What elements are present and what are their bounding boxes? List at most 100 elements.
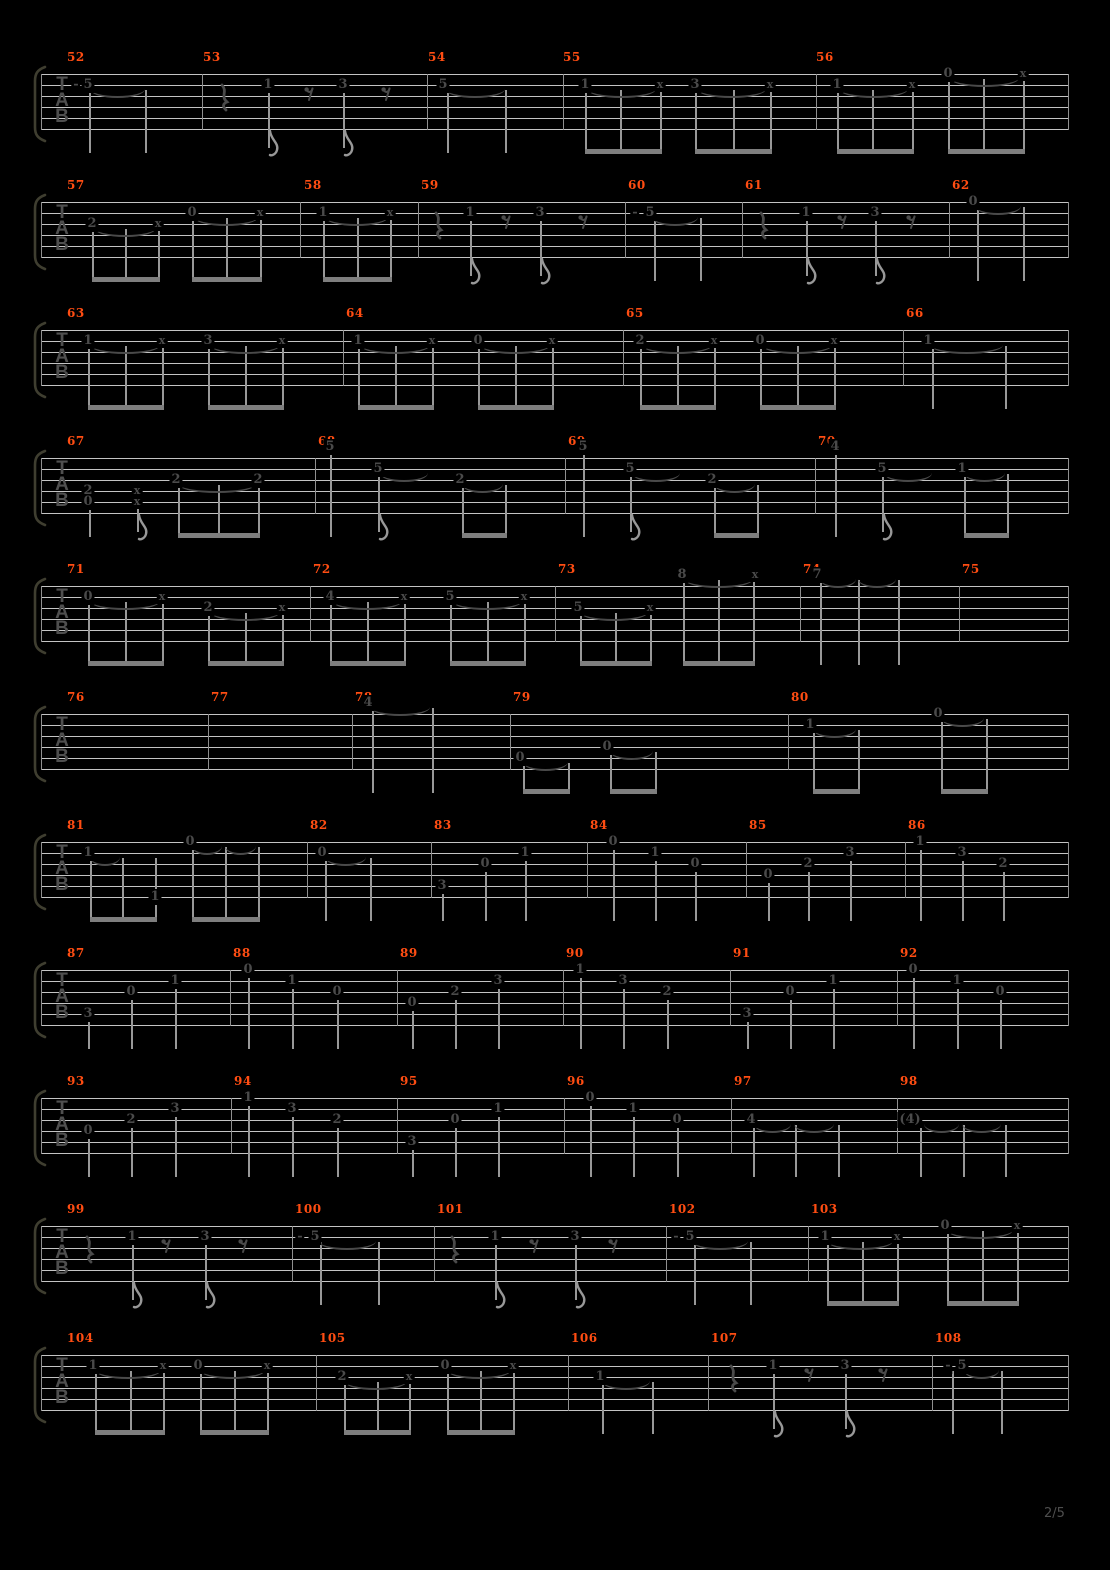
stem <box>450 602 452 666</box>
stem <box>320 1242 322 1305</box>
barline <box>666 1226 667 1282</box>
fret-number: 0 <box>906 962 920 978</box>
measure-number: 61 <box>745 178 763 192</box>
tie <box>210 612 280 621</box>
tab-clef-letter: T <box>56 458 68 479</box>
stem <box>455 997 457 1049</box>
stem <box>330 452 332 537</box>
stem <box>580 613 582 666</box>
staff-line <box>41 630 1068 631</box>
fret-number: (4) <box>897 1112 923 1128</box>
staff-line <box>41 107 1068 108</box>
eighth-rest-icon <box>608 1239 618 1253</box>
stem <box>630 474 632 532</box>
measure-number: 73 <box>558 562 576 576</box>
dead-note: x <box>384 206 396 220</box>
beam <box>462 533 507 538</box>
fret-number: 7 <box>810 567 824 583</box>
staff-line <box>41 1109 1068 1110</box>
dead-note: x <box>261 1359 273 1373</box>
staff-line <box>41 597 1068 598</box>
stem <box>640 346 642 410</box>
system-bracket-icon <box>33 321 47 399</box>
tie <box>924 1124 959 1133</box>
beam <box>208 405 284 410</box>
stem <box>835 452 837 537</box>
staff-line <box>41 992 1068 993</box>
beam <box>192 917 260 922</box>
stem <box>192 218 194 282</box>
measure-number: 94 <box>234 1074 252 1088</box>
measure-number: 83 <box>434 818 452 832</box>
stem <box>677 1125 679 1177</box>
barline <box>1068 714 1069 770</box>
dead-note: x <box>426 334 438 348</box>
eighth-flag-icon <box>378 513 389 541</box>
stem <box>260 218 262 282</box>
staff-line <box>41 1355 1068 1356</box>
beam <box>580 661 652 666</box>
tie <box>652 217 698 226</box>
barline <box>1068 458 1069 514</box>
tab-clef-letter: A <box>55 986 69 1007</box>
stem <box>358 346 360 410</box>
fret-number: 1 <box>578 77 592 93</box>
staff-line <box>41 374 1068 375</box>
tie <box>447 1370 511 1379</box>
barline <box>202 74 203 130</box>
stem <box>770 90 772 154</box>
stem <box>623 986 625 1049</box>
barline <box>815 458 816 514</box>
fret-number: 5 <box>875 461 889 477</box>
tie-dash: - <box>630 205 640 221</box>
stem <box>122 858 124 922</box>
stem <box>760 346 762 410</box>
fret-number: 5 <box>576 439 590 455</box>
stem <box>192 847 194 922</box>
eighth-flag-icon <box>470 257 481 285</box>
fret-number: 2 <box>996 856 1010 872</box>
tie <box>90 345 160 354</box>
fret-number: 3 <box>740 1006 754 1022</box>
dead-note: x <box>644 601 656 615</box>
measure-number: 82 <box>310 818 328 832</box>
stem <box>200 1371 202 1435</box>
stem <box>524 602 526 666</box>
stem <box>462 485 464 538</box>
tab-clef-letter: B <box>55 234 69 255</box>
staff-line <box>41 864 1068 865</box>
stem <box>447 1371 449 1435</box>
dead-note: x <box>1011 1219 1023 1233</box>
dead-note: x <box>891 1230 903 1244</box>
stem <box>162 346 164 410</box>
measure-number: 77 <box>211 690 229 704</box>
staff-line <box>41 1248 1068 1249</box>
stem <box>226 218 228 282</box>
fret-number: 4 <box>744 1112 758 1128</box>
tie <box>178 484 256 493</box>
stem <box>163 1371 165 1435</box>
barline <box>41 458 42 514</box>
beam <box>585 149 662 154</box>
stem <box>808 869 810 921</box>
barline <box>905 842 906 898</box>
fret-number: 3 <box>285 1101 299 1117</box>
measure-number: 72 <box>313 562 331 576</box>
measure-number: 92 <box>900 946 918 960</box>
staff-line <box>41 1142 1068 1143</box>
stem <box>487 602 489 666</box>
stem <box>947 1231 949 1306</box>
system-bracket-icon <box>33 65 47 143</box>
system-bracket-icon <box>33 1089 47 1167</box>
barline <box>41 586 42 642</box>
staff-line <box>41 1259 1068 1260</box>
fret-number: 0 <box>315 845 329 861</box>
fret-number: 0 <box>993 984 1007 1000</box>
stem <box>370 858 372 921</box>
tab-clef-letter: T <box>56 1098 68 1119</box>
staff-line <box>41 1366 1068 1367</box>
barline <box>41 74 42 130</box>
fret-number: 5 <box>955 1358 969 1374</box>
stem <box>920 847 922 921</box>
tie <box>90 89 145 98</box>
